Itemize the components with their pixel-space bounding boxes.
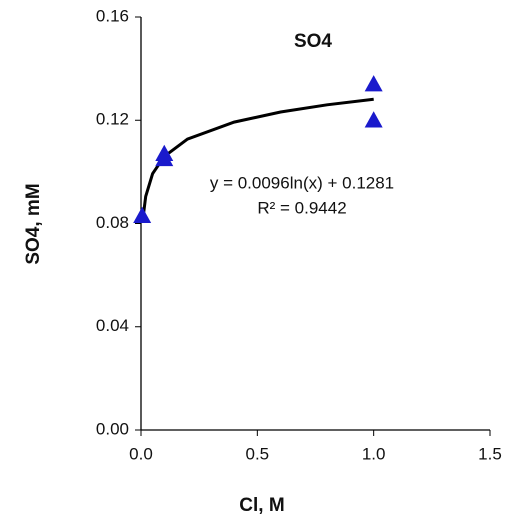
trendline xyxy=(141,97,374,220)
data-point xyxy=(364,75,383,92)
y-tick-label: 0.08 xyxy=(96,213,129,232)
y-tick-label: 0.16 xyxy=(96,6,129,25)
trend-equation: y = 0.0096ln(x) + 0.1281 xyxy=(210,173,394,192)
data-point xyxy=(155,149,174,167)
data-point xyxy=(364,111,383,128)
x-axis-label: Cl, M xyxy=(239,495,284,516)
r-squared: R² = 0.9442 xyxy=(257,198,346,217)
y-tick-label: 0.00 xyxy=(96,419,129,438)
x-tick-label: 1.0 xyxy=(362,444,386,463)
x-tick-label: 1.5 xyxy=(478,444,502,463)
y-tick-label: 0.12 xyxy=(96,110,129,129)
x-tick-label: 0.0 xyxy=(129,444,153,463)
chart-title: SO4 xyxy=(294,31,332,52)
x-tick-label: 0.5 xyxy=(246,444,270,463)
data-point xyxy=(133,206,152,223)
y-axis-label: SO4, mM xyxy=(23,183,44,264)
y-tick-label: 0.04 xyxy=(96,316,129,335)
